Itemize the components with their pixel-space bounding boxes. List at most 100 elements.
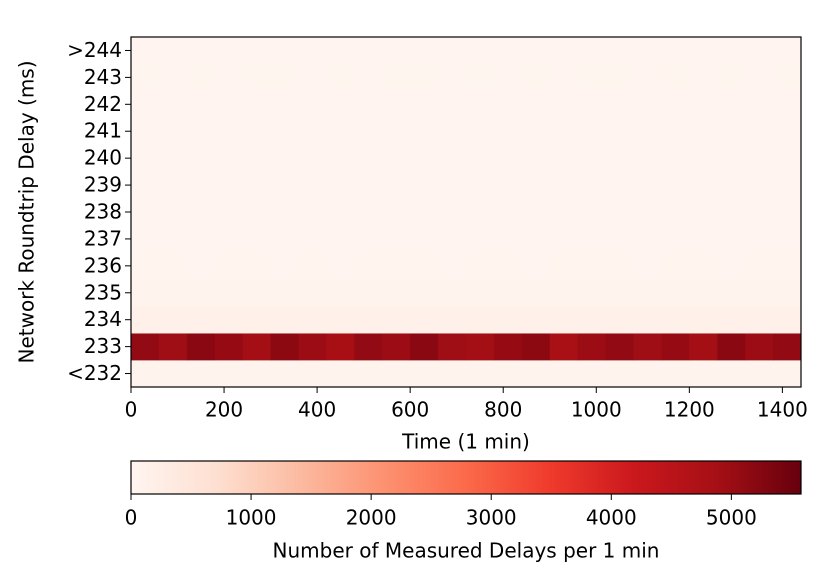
- heatmap-cell: [158, 90, 188, 119]
- heatmap-cell: [633, 63, 662, 92]
- heatmap-cell: [605, 171, 634, 199]
- heatmap-cell: [382, 360, 411, 388]
- heatmap-cell: [242, 333, 272, 361]
- heatmap-cell: [410, 37, 439, 65]
- heatmap-cell: [521, 333, 551, 361]
- heatmap-cell: [410, 333, 439, 361]
- heatmap-cell: [466, 37, 495, 65]
- heatmap-cell: [354, 90, 383, 119]
- heatmap-cell: [242, 171, 272, 199]
- heatmap-cell: [577, 117, 607, 145]
- heatmap-cell: [270, 198, 299, 226]
- heatmap-cell: [745, 37, 774, 65]
- heatmap-cell: [689, 144, 718, 172]
- heatmap-cell: [214, 279, 244, 307]
- heatmap-cell: [466, 360, 495, 388]
- heatmap-cell: [131, 63, 160, 92]
- heatmap-cell: [521, 252, 551, 280]
- heatmap-cell: [549, 37, 579, 65]
- heatmap-cell: [521, 117, 551, 145]
- heatmap-cell: [438, 198, 467, 226]
- y-axis-label: Network Roundtrip Delay (ms): [15, 60, 39, 363]
- heatmap-cell: [493, 225, 523, 253]
- heatmap-cell: [242, 306, 272, 334]
- heatmap-cell: [410, 117, 439, 145]
- heatmap-cell: [549, 63, 579, 92]
- heatmap-cell: [131, 333, 160, 361]
- heatmap-cell: [438, 37, 467, 65]
- heatmap-cell: [410, 225, 439, 253]
- y-tick-label: 242: [84, 92, 122, 116]
- heatmap-cell: [298, 279, 327, 307]
- heatmap: [131, 37, 802, 388]
- heatmap-cell: [158, 37, 188, 65]
- heatmap-cell: [270, 252, 299, 280]
- heatmap-cell: [131, 279, 160, 307]
- heatmap-cell: [298, 333, 327, 361]
- heatmap-cell: [605, 90, 634, 119]
- heatmap-cell: [605, 225, 634, 253]
- heatmap-cell: [773, 306, 802, 334]
- heatmap-cell: [214, 198, 244, 226]
- y-tick-label: 243: [84, 65, 122, 89]
- heatmap-cell: [382, 37, 411, 65]
- heatmap-cell: [717, 360, 746, 388]
- heatmap-cell: [745, 117, 774, 145]
- heatmap-cell: [717, 279, 746, 307]
- heatmap-cell: [773, 90, 802, 119]
- heatmap-cell: [577, 63, 607, 92]
- heatmap-cell: [410, 198, 439, 226]
- heatmap-cell: [549, 117, 579, 145]
- heatmap-cell: [158, 225, 188, 253]
- heatmap-cell: [661, 90, 690, 119]
- heatmap-cell: [493, 63, 523, 92]
- heatmap-cell: [661, 63, 690, 92]
- heatmap-cell: [689, 279, 718, 307]
- heatmap-cell: [270, 90, 299, 119]
- heatmap-cell: [242, 279, 272, 307]
- heatmap-cell: [131, 252, 160, 280]
- heatmap-cell: [354, 333, 383, 361]
- heatmap-cell: [493, 37, 523, 65]
- heatmap-cell: [438, 333, 467, 361]
- heatmap-cell: [633, 198, 662, 226]
- heatmap-cell: [214, 333, 244, 361]
- heatmap-cell: [773, 117, 802, 145]
- heatmap-cell: [633, 333, 662, 361]
- heatmap-cell: [326, 333, 355, 361]
- heatmap-cell: [438, 90, 467, 119]
- colorbar-label: Number of Measured Delays per 1 min: [273, 539, 660, 563]
- heatmap-cell: [717, 306, 746, 334]
- heatmap-cell: [521, 306, 551, 334]
- heatmap-cell: [773, 333, 802, 361]
- heatmap-cell: [326, 198, 355, 226]
- heatmap-cell: [131, 198, 160, 226]
- heatmap-cell: [717, 37, 746, 65]
- heatmap-cell: [633, 117, 662, 145]
- colorbar-tick-label: 3000: [466, 506, 517, 530]
- heatmap-cell: [577, 144, 607, 172]
- heatmap-cell: [466, 306, 495, 334]
- heatmap-cell: [577, 306, 607, 334]
- heatmap-cell: [773, 144, 802, 172]
- heatmap-cell: [717, 252, 746, 280]
- heatmap-cell: [521, 144, 551, 172]
- heatmap-cell: [214, 144, 244, 172]
- heatmap-cell: [689, 198, 718, 226]
- heatmap-cell: [298, 171, 327, 199]
- x-axis-label: Time (1 min): [401, 430, 530, 454]
- heatmap-cell: [298, 198, 327, 226]
- heatmap-cell: [717, 171, 746, 199]
- heatmap-cell: [186, 63, 216, 92]
- heatmap-cell: [298, 144, 327, 172]
- heatmap-cell: [493, 171, 523, 199]
- heatmap-cell: [131, 90, 160, 119]
- heatmap-cell: [438, 225, 467, 253]
- heatmap-cell: [689, 306, 718, 334]
- heatmap-cell: [214, 171, 244, 199]
- y-tick-label: 238: [84, 200, 122, 224]
- heatmap-cell: [745, 63, 774, 92]
- heatmap-cell: [186, 117, 216, 145]
- heatmap-cell: [326, 37, 355, 65]
- heatmap-cell: [298, 37, 327, 65]
